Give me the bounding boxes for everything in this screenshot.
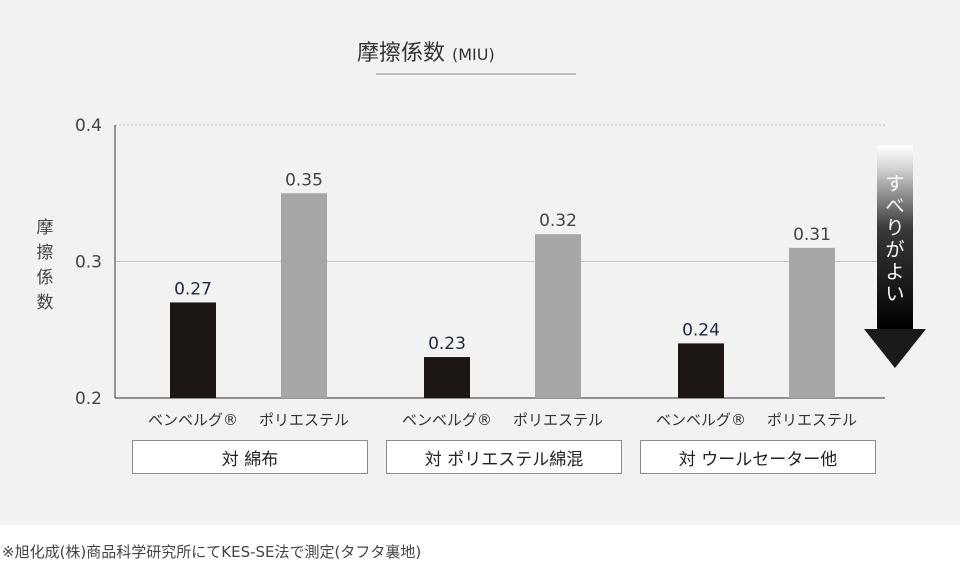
bar xyxy=(789,247,835,398)
bar-value-label: 0.35 xyxy=(285,170,323,190)
bar-value-label: 0.32 xyxy=(539,211,577,231)
bar-category-labels: ベンベルグ® ポリエステル ベンベルグ® ポリエステル ベンベルグ® ポリエステル xyxy=(148,411,857,429)
bar xyxy=(678,343,724,398)
bar-value-label: 0.31 xyxy=(793,225,831,245)
bar-category-label: ポリエステル xyxy=(259,411,349,429)
bar-category-label: ベンベルグ® xyxy=(656,411,746,429)
down-arrow-icon xyxy=(864,145,926,368)
arrow-annotation: すべりがよい xyxy=(885,173,904,305)
bar xyxy=(424,357,470,398)
group-label: 対 綿布 xyxy=(132,440,368,474)
group-label: 対 ウールセーター他 xyxy=(640,440,876,474)
group-label: 対 ポリエステル綿混 xyxy=(386,440,622,474)
bar-category-label: ベンベルグ® xyxy=(402,411,492,429)
data-labels: 0.27 0.35 0.23 0.32 0.24 0.31 xyxy=(174,170,831,354)
footnote: ※旭化成(株)商品科学研究所にてKES-SE法で測定(タフタ裏地) xyxy=(2,543,422,561)
bar-value-label: 0.27 xyxy=(174,279,212,299)
chart-title-unit: (MIU) xyxy=(452,45,495,64)
bar-category-label: ベンベルグ® xyxy=(148,411,238,429)
y-axis-label: 摩擦係数 xyxy=(37,218,54,313)
bar xyxy=(281,193,327,398)
chart-title: 摩擦係数 xyxy=(357,41,445,66)
y-tick-label: 0.2 xyxy=(75,389,102,409)
bar xyxy=(535,234,581,398)
bar xyxy=(170,302,216,398)
y-tick-label: 0.4 xyxy=(75,116,102,136)
bars xyxy=(170,193,835,398)
y-tick-labels: 0.2 0.3 0.4 xyxy=(75,116,102,409)
chart: 摩擦係数 (MIU) 摩擦係数 0.20.30.4 0.270.350.230.… xyxy=(37,41,926,429)
grid-lines xyxy=(115,124,885,262)
bar-category-label: ポリエステル xyxy=(767,411,857,429)
bar-category-label: ポリエステル xyxy=(513,411,603,429)
bar-value-label: 0.23 xyxy=(428,334,466,354)
bar-value-label: 0.24 xyxy=(682,320,720,340)
y-tick-label: 0.3 xyxy=(75,253,102,273)
